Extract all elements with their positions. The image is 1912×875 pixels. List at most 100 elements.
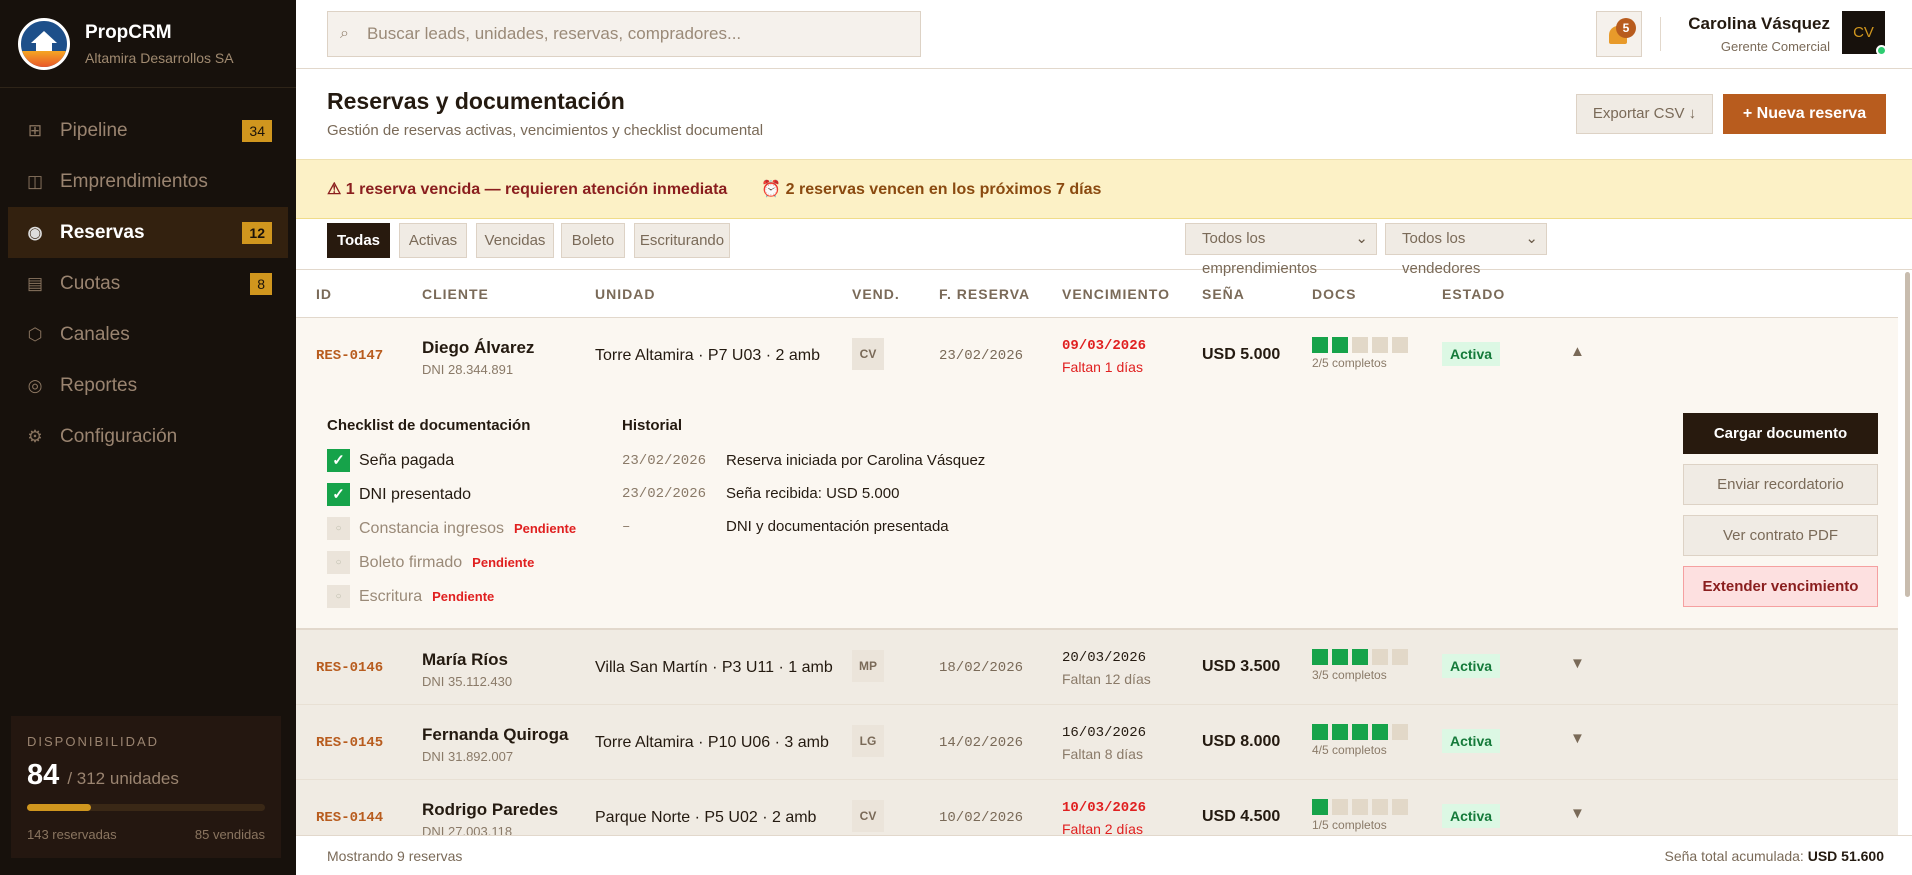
chevron-down-icon[interactable]: ▼ xyxy=(1570,730,1585,747)
status-badge: Activa xyxy=(1442,729,1501,753)
send-reminder-button[interactable]: Enviar recordatorio xyxy=(1683,464,1878,505)
doc-progress-segment xyxy=(1372,799,1388,815)
user-name: Carolina Vásquez xyxy=(1688,14,1830,33)
checklist-item[interactable]: ○ Constancia ingresos Pendiente xyxy=(327,517,576,540)
checklist-item[interactable]: ✓ DNI presentado xyxy=(327,483,471,506)
avatar[interactable]: CV xyxy=(1842,11,1887,56)
total-deposit: Seña total acumulada: USD 51.600 xyxy=(1665,848,1885,864)
checkbox-checked-icon[interactable]: ✓ xyxy=(327,449,350,472)
table-row[interactable]: RES-0144 Rodrigo Paredes DNI 27.003.118 Par… xyxy=(296,780,1898,835)
history-text: DNI y documentación presentada xyxy=(726,518,949,535)
search-input[interactable]: ⌕ Buscar leads, unidades, reservas, compr… xyxy=(327,11,921,57)
sidebar-item-canales[interactable]: ⬡ Canales xyxy=(8,309,288,360)
sidebar-item-configuracin[interactable]: ⚙ Configuración xyxy=(8,411,288,462)
reservation-date: 23/02/2026 xyxy=(939,348,1024,364)
chevron-down-icon[interactable]: ▼ xyxy=(1570,805,1585,822)
doc-progress-segment xyxy=(1392,724,1408,740)
docs-progress xyxy=(1312,337,1408,353)
checkbox-empty-icon[interactable]: ○ xyxy=(327,585,350,608)
table-row[interactable]: RES-0147 Diego Álvarez DNI 28.344.891 Torre… xyxy=(296,318,1898,395)
column-header: DOCS xyxy=(1312,286,1357,302)
table-footer: Mostrando 9 reservas Seña total acumulad… xyxy=(296,835,1912,875)
seller-select-value: Todos los vendedores xyxy=(1402,230,1481,277)
filter-bar: Todos los emprendimientos ⌄ Todos los ven… xyxy=(296,219,1912,277)
sidebar-badge: 34 xyxy=(242,119,272,142)
table-row[interactable]: RES-0145 Fernanda Quiroga DNI 31.892.007 To… xyxy=(296,705,1898,780)
tab-activas[interactable]: Activas xyxy=(399,223,467,258)
due-date: 09/03/2026 xyxy=(1062,338,1147,354)
sidebar-item-label: Canales xyxy=(60,323,130,345)
alert-banner: ⚠ 1 reserva vencida — requieren atención… xyxy=(296,159,1912,219)
doc-progress-segment xyxy=(1372,649,1388,665)
due-note: Faltan 1 días xyxy=(1062,359,1143,375)
checkbox-empty-icon[interactable]: ○ xyxy=(327,551,350,574)
seller-avatar: CV xyxy=(852,800,884,832)
client-dni: DNI 31.892.007 xyxy=(422,749,514,764)
column-header: F. RESERVA xyxy=(939,286,1031,302)
reservations-table: RES-0147 Diego Álvarez DNI 28.344.891 Torre… xyxy=(296,318,1898,835)
doc-progress-segment xyxy=(1312,649,1328,665)
doc-progress-segment xyxy=(1332,724,1348,740)
checklist-title: Checklist de documentación xyxy=(327,417,531,434)
upload-document-button[interactable]: Cargar documento xyxy=(1683,413,1878,454)
table-row[interactable]: RES-0146 María Ríos DNI 35.112.430 Villa Sa… xyxy=(296,630,1898,705)
notifications-button[interactable]: 5 xyxy=(1596,11,1642,57)
checklist-item[interactable]: ○ Boleto firmado Pendiente xyxy=(327,551,534,574)
sidebar-badge: 12 xyxy=(242,221,272,244)
checklist-item[interactable]: ○ Escritura Pendiente xyxy=(327,585,494,608)
project-select[interactable]: Todos los emprendimientos ⌄ xyxy=(1185,223,1377,277)
reservation-date: 10/02/2026 xyxy=(939,810,1024,826)
checklist-item[interactable]: ✓ Seña pagada xyxy=(327,449,454,472)
reservation-date: 18/02/2026 xyxy=(939,660,1024,676)
sidebar-item-pipeline[interactable]: ⊞ Pipeline 34 xyxy=(8,105,288,156)
sidebar-item-cuotas[interactable]: ▤ Cuotas 8 xyxy=(8,258,288,309)
scrollbar[interactable] xyxy=(1898,270,1912,835)
chevron-up-icon[interactable]: ▲ xyxy=(1570,343,1585,360)
sidebar-item-label: Reportes xyxy=(60,374,138,396)
tab-vencidas[interactable]: Vencidas xyxy=(476,223,554,258)
search-icon: ⌕ xyxy=(340,25,349,42)
checkbox-empty-icon[interactable]: ○ xyxy=(327,517,350,540)
column-header: ID xyxy=(316,286,332,302)
deposit-amount: USD 4.500 xyxy=(1202,808,1281,825)
brand: PropCRM Altamira Desarrollos SA xyxy=(0,0,296,88)
checkbox-checked-icon[interactable]: ✓ xyxy=(327,483,350,506)
chevron-down-icon: ⌄ xyxy=(1525,230,1538,247)
view-contract-pdf-button[interactable]: Ver contrato PDF xyxy=(1683,515,1878,556)
sold-count: 85 vendidas xyxy=(194,827,265,842)
table-header: ID CLIENTE UNIDAD VEND. F. RESERVA VENCIMIENT… xyxy=(296,270,1912,318)
topbar: ⌕ Buscar leads, unidades, reservas, compr… xyxy=(296,0,1912,69)
main: ⌕ Buscar leads, unidades, reservas, compr… xyxy=(296,0,1912,875)
extend-due-date-button[interactable]: Extender vencimiento xyxy=(1683,566,1878,607)
history-date: 23/02/2026 xyxy=(622,486,707,502)
warning-icon: ⚠ xyxy=(327,181,342,198)
tab-boleto[interactable]: Boleto xyxy=(561,223,625,258)
client-dni: DNI 27.003.118 xyxy=(422,824,513,835)
columns-icon: ◫ xyxy=(26,171,44,191)
search-placeholder: Buscar leads, unidades, reservas, compra… xyxy=(366,24,742,43)
overdue-alert: 1 reserva vencida — requieren atención i… xyxy=(345,181,728,198)
sidebar-item-emprendimientos[interactable]: ◫ Emprendimientos xyxy=(8,156,288,207)
column-header: VENCIMIENTO xyxy=(1062,286,1170,302)
reservation-id: RES-0146 xyxy=(316,660,384,676)
reservation-icon: ◉ xyxy=(27,222,43,242)
new-reservation-button[interactable]: + Nueva reserva xyxy=(1723,94,1886,134)
sidebar-item-label: Reservas xyxy=(60,221,145,243)
seller-select[interactable]: Todos los vendedores ⌄ xyxy=(1385,223,1547,277)
upcoming-alert: 2 reservas vencen en los próximos 7 días xyxy=(785,181,1102,198)
tab-todas[interactable]: Todas xyxy=(327,223,390,258)
docs-label: 4/5 completos xyxy=(1312,743,1387,757)
scrollbar-thumb[interactable] xyxy=(1905,272,1910,597)
chevron-down-icon[interactable]: ▼ xyxy=(1570,655,1585,672)
total-label: Seña total acumulada: xyxy=(1664,848,1804,864)
doc-progress-segment xyxy=(1312,799,1328,815)
history-date: – xyxy=(622,519,631,535)
sidebar-badge: 8 xyxy=(250,272,272,295)
sidebar-item-reportes[interactable]: ◎ Reportes xyxy=(8,360,288,411)
sidebar-item-reservas[interactable]: ◉ Reservas 12 xyxy=(8,207,288,258)
tab-escriturando[interactable]: Escriturando xyxy=(634,223,730,258)
export-csv-button[interactable]: Exportar CSV ↓ xyxy=(1576,94,1713,134)
chevron-down-icon: ⌄ xyxy=(1355,230,1368,247)
due-date: 20/03/2026 xyxy=(1062,650,1147,666)
due-note: Faltan 2 días xyxy=(1062,821,1143,835)
